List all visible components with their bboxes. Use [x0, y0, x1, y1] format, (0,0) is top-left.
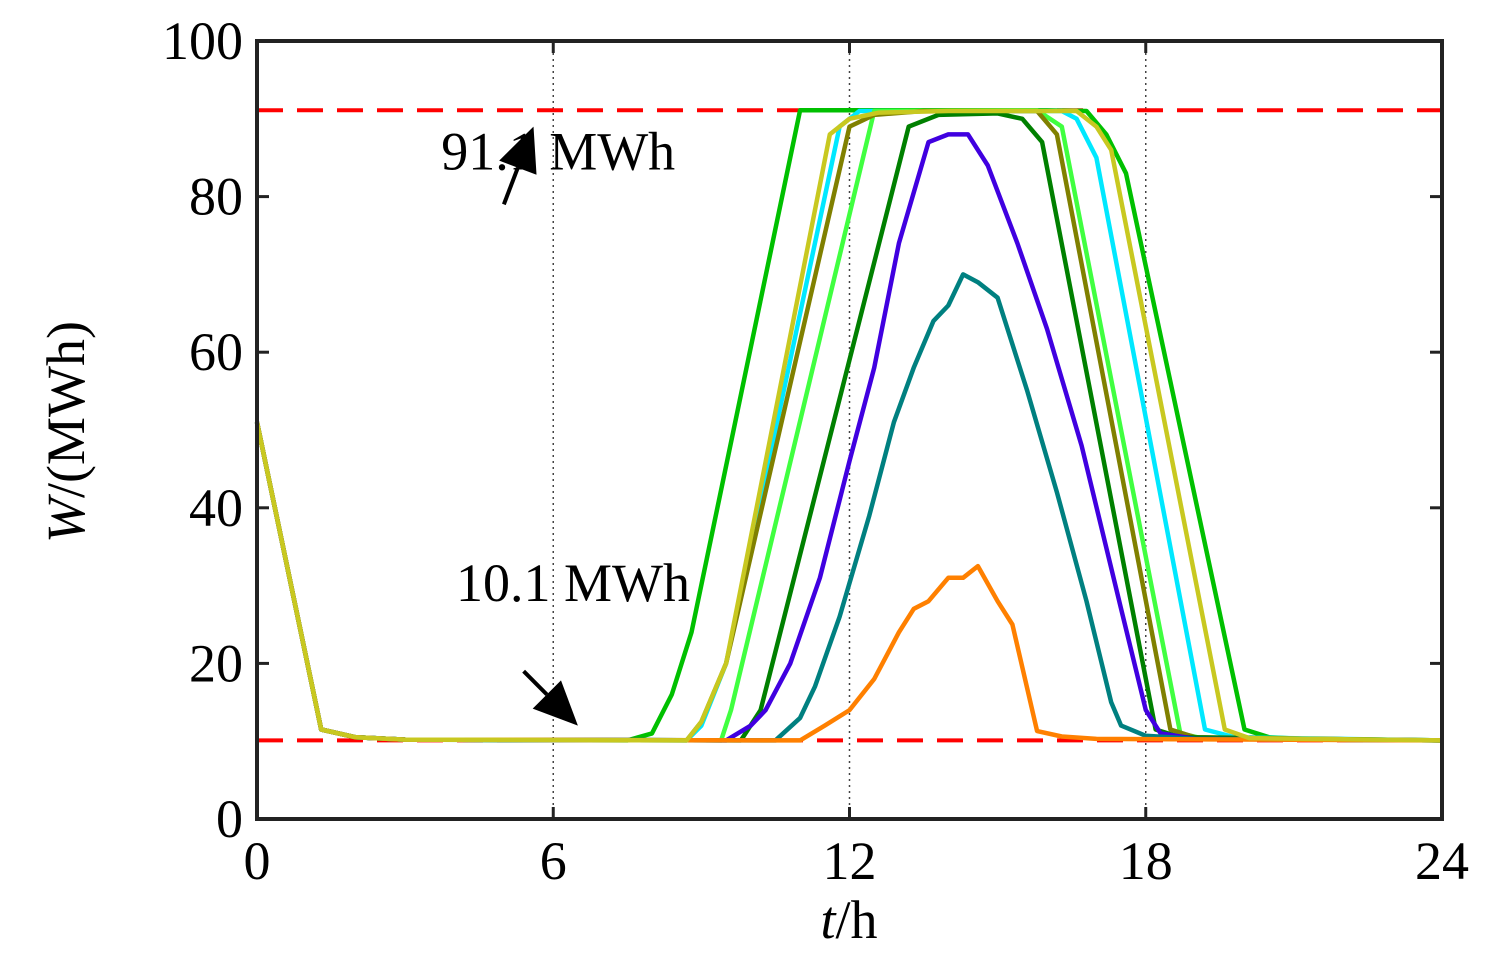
x-tick-label-6: 6	[540, 831, 567, 891]
y-axis-label-italic: W	[36, 493, 96, 543]
y-tick-label-80: 80	[189, 167, 243, 227]
annotations: 91.1 MWh 10.1 MWh	[441, 121, 690, 726]
series-9-line	[254, 108, 1443, 743]
axis-ticks: 0 6 12 18 24 0 20 40 60 80 100	[162, 11, 1469, 891]
x-axis-label: t/h	[820, 890, 877, 950]
y-tick-label-40: 40	[189, 478, 243, 538]
y-tick-label-60: 60	[189, 322, 243, 382]
x-tick-label-18: 18	[1119, 831, 1173, 891]
y-tick-label-0: 0	[216, 789, 243, 849]
upper-limit-annotation-arrow-head	[499, 126, 537, 175]
y-tick-label-100: 100	[162, 11, 243, 71]
y-tick-label-20: 20	[189, 633, 243, 693]
upper-limit-annotation-text: 91.1 MWh	[441, 121, 675, 181]
y-axis-label: W/(MWh)	[36, 321, 96, 543]
lower-limit-annotation-arrow-shaft	[522, 669, 549, 696]
x-tick-label-12: 12	[823, 831, 877, 891]
lower-limit-annotation-arrow-head	[532, 680, 578, 726]
upper-limit-annotation-arrow-shaft	[502, 166, 520, 206]
lower-limit-annotation-text: 10.1 MWh	[456, 553, 690, 613]
series-7-line	[254, 272, 1443, 743]
x-tick-label-0: 0	[244, 831, 271, 891]
series-lines	[254, 107, 1443, 743]
y-axis-label-rest: /(MWh)	[36, 321, 96, 498]
x-axis-label-italic: t	[820, 890, 837, 950]
x-axis-label-rest: /h	[836, 890, 878, 950]
x-tick-label-24: 24	[1415, 831, 1469, 891]
